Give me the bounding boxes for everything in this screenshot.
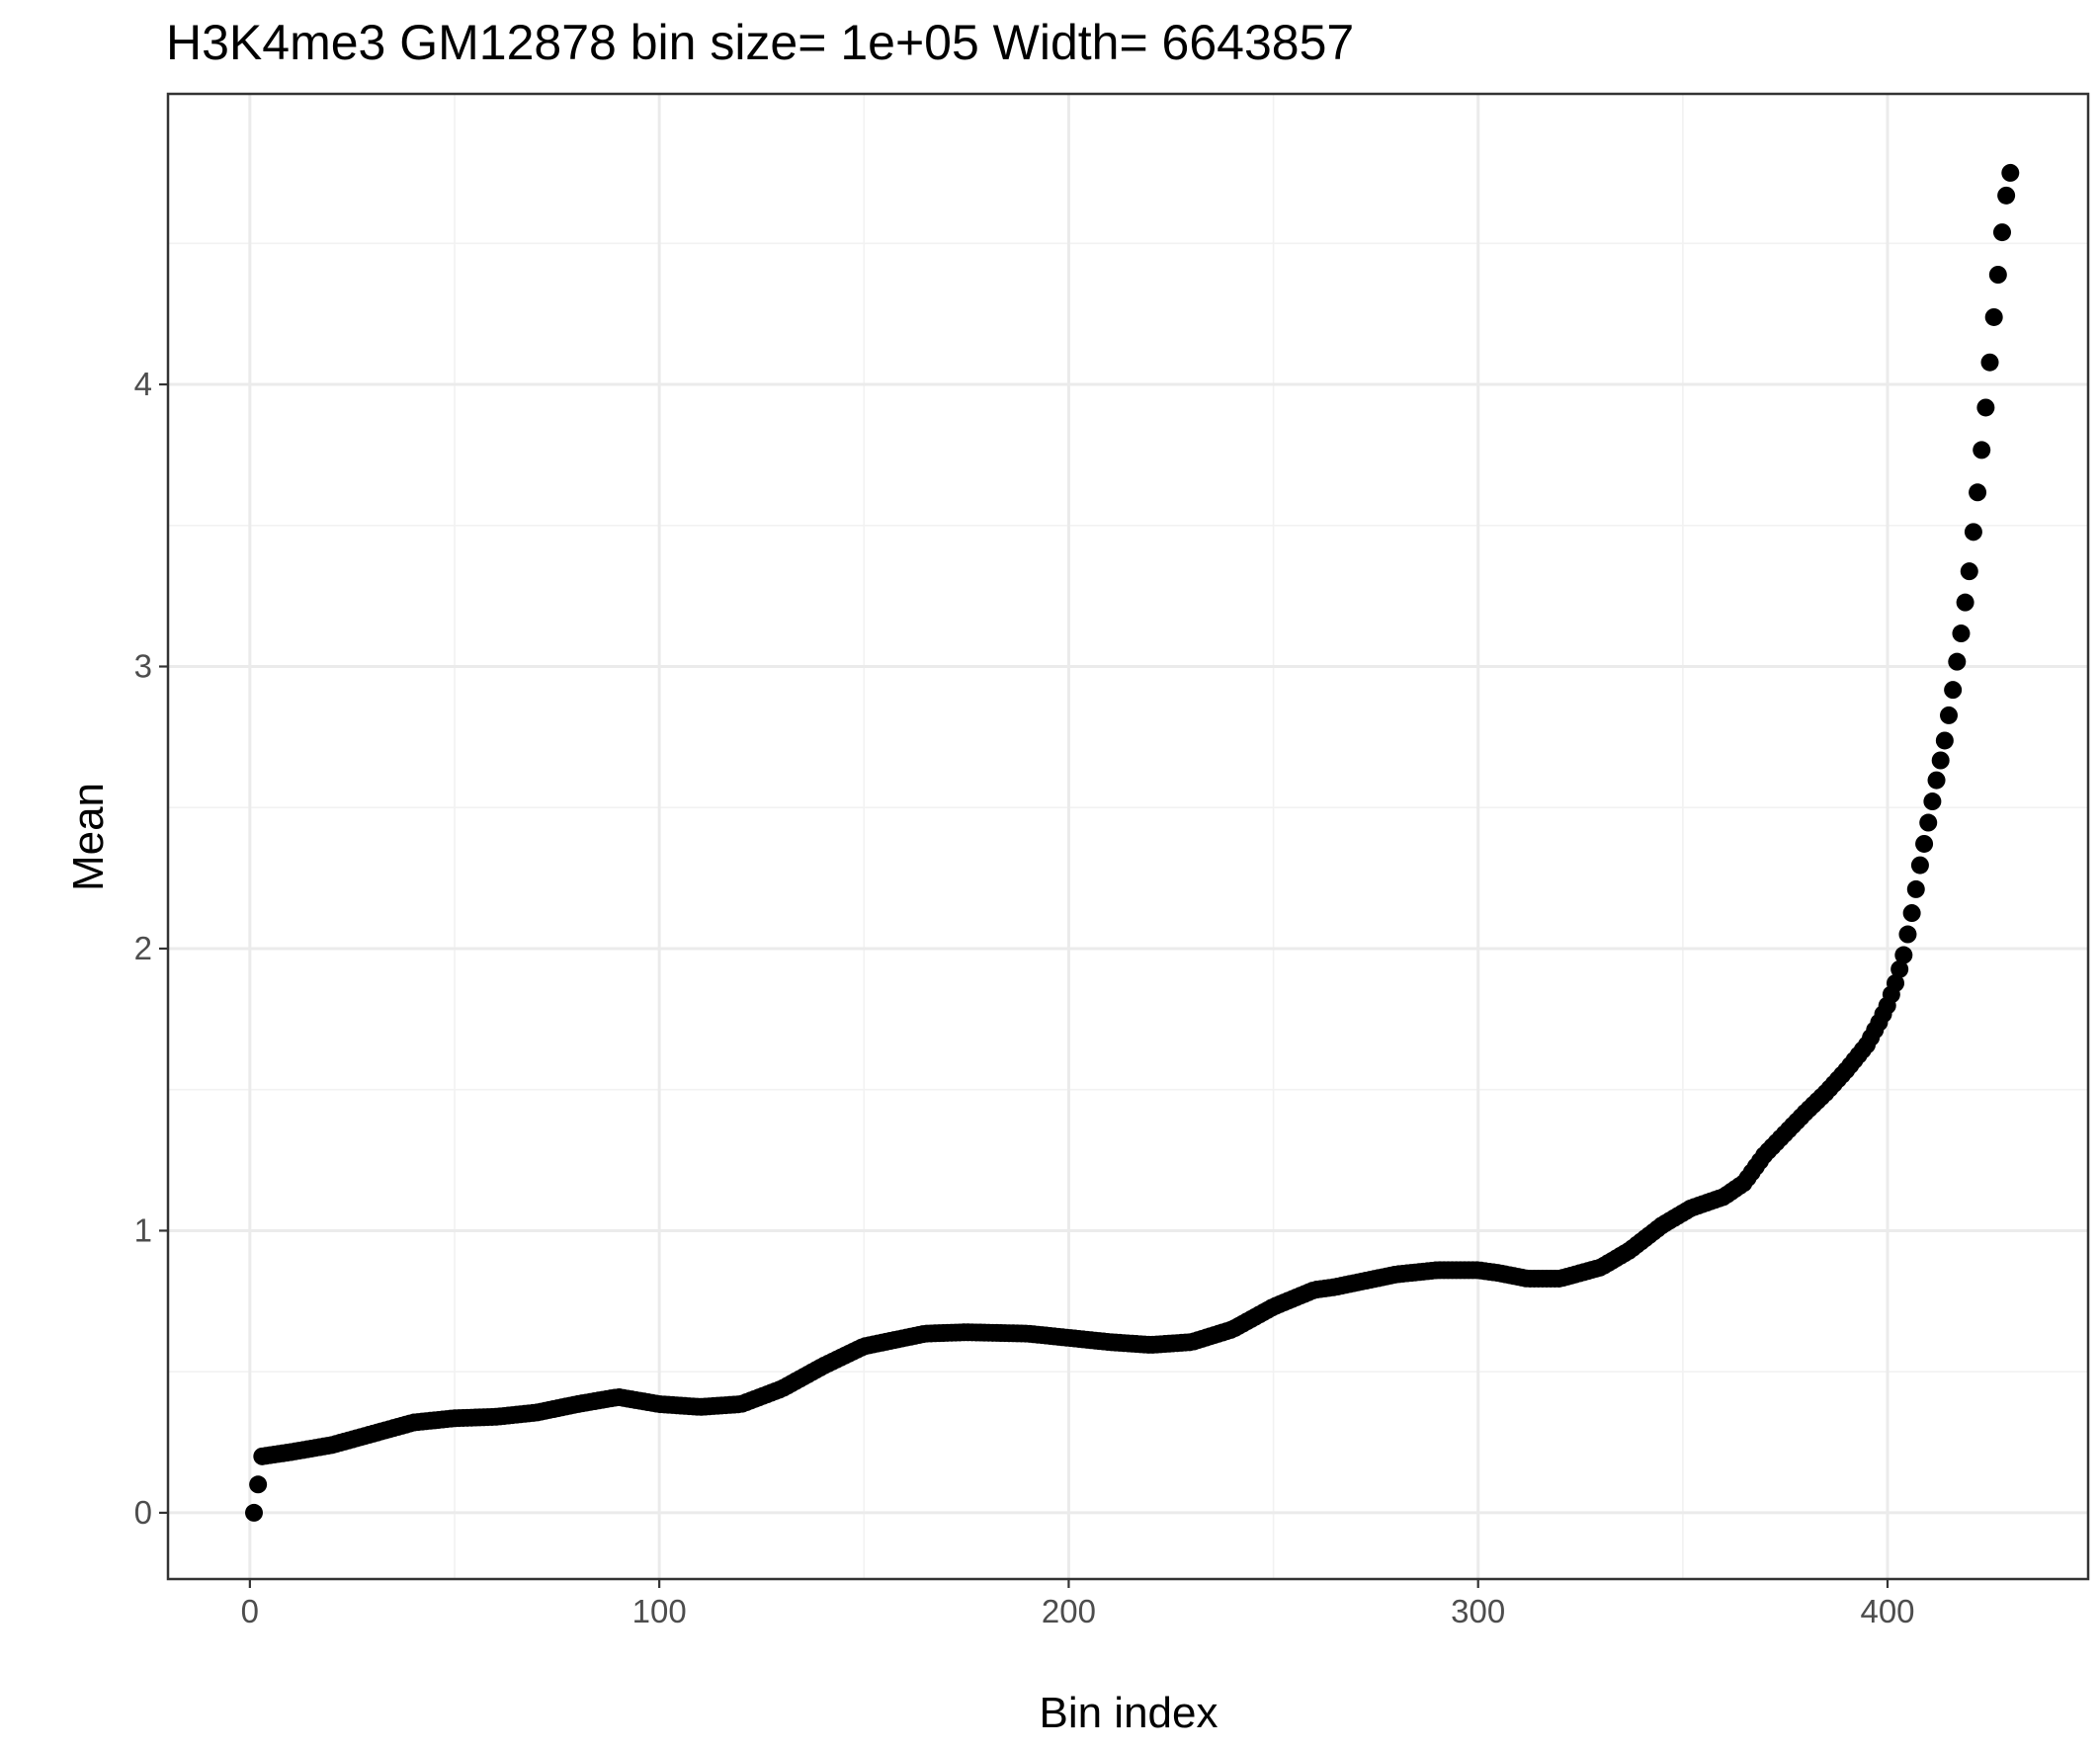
data-point: [1944, 681, 1963, 700]
y-tick-label: 4: [134, 366, 152, 402]
y-tick-label: 1: [134, 1211, 152, 1248]
grid-layer: [168, 94, 2088, 1579]
data-point: [1902, 904, 1921, 923]
axis-layer: 0 100 200 300 400 0 1 2 3 4: [134, 366, 1915, 1629]
data-point: [1923, 792, 1942, 811]
data-point: [1919, 813, 1938, 832]
data-point: [1976, 398, 1995, 417]
data-point: [245, 1503, 263, 1522]
data-point: [1956, 593, 1974, 612]
x-axis-title: Bin index: [1039, 1689, 1218, 1737]
data-point: [249, 1475, 268, 1494]
x-tick-label: 100: [632, 1593, 687, 1629]
plot-panel-border: [166, 92, 2090, 1581]
data-point: [1992, 223, 2011, 242]
data-point: [1910, 856, 1929, 875]
data-point: [1894, 946, 1913, 964]
data-point: [1960, 562, 1978, 581]
data-point: [1915, 834, 1934, 853]
data-point: [2001, 163, 2020, 182]
data-point: [1984, 307, 2003, 326]
data-point: [1935, 731, 1954, 750]
x-tick-label: 0: [241, 1593, 259, 1629]
data-point: [1927, 771, 1946, 790]
data-point: [1973, 441, 1991, 459]
chart-title: H3K4me3 GM12878 bin size= 1e+05 Width= 6…: [166, 15, 1354, 70]
x-tick-label: 400: [1860, 1593, 1914, 1629]
data-point: [1887, 973, 1905, 992]
data-point: [1898, 925, 1917, 944]
y-tick-label: 2: [134, 930, 152, 966]
y-axis-title: Mean: [64, 783, 113, 891]
data-point: [1952, 625, 1971, 643]
data-point: [1997, 186, 2016, 205]
data-point: [1964, 523, 1982, 542]
data-point: [1948, 652, 1967, 671]
y-tick-label: 3: [134, 648, 152, 685]
data-point: [1890, 959, 1909, 978]
data-point: [1969, 483, 1987, 502]
y-tick-label: 0: [134, 1494, 152, 1531]
x-tick-label: 300: [1451, 1593, 1505, 1629]
data-point: [1988, 266, 2007, 284]
scatter-points: [245, 163, 2020, 1522]
data-point: [1931, 751, 1950, 770]
data-point: [1940, 706, 1958, 724]
data-point: [1906, 879, 1925, 898]
x-tick-label: 200: [1042, 1593, 1096, 1629]
data-point: [1980, 353, 1999, 372]
